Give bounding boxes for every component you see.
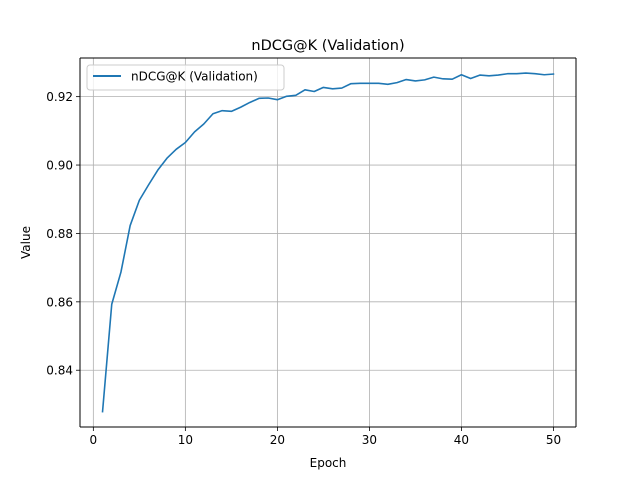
y-axis-label: Value bbox=[19, 226, 33, 259]
y-tick-label: 0.92 bbox=[46, 90, 73, 104]
series-line bbox=[101, 72, 555, 413]
x-tick-label: 40 bbox=[454, 433, 469, 447]
x-tick-label: 0 bbox=[90, 433, 98, 447]
x-tick-label: 50 bbox=[546, 433, 561, 447]
ticks: 0 10 20 30 40 50 0.84 0.86 0.88 0.90 0.92 bbox=[46, 90, 561, 447]
y-tick-label: 0.88 bbox=[46, 227, 73, 241]
series-layer bbox=[101, 72, 555, 413]
axes-frame bbox=[79, 57, 577, 428]
legend-box bbox=[86, 64, 285, 91]
y-tick-label: 0.90 bbox=[46, 159, 73, 173]
plot-area bbox=[80, 58, 576, 427]
x-tick-label: 20 bbox=[270, 433, 285, 447]
grid bbox=[80, 58, 576, 427]
x-tick-label: 10 bbox=[178, 433, 193, 447]
x-tick-label: 30 bbox=[362, 433, 377, 447]
y-tick-label: 0.84 bbox=[46, 364, 73, 378]
x-axis-label: Epoch bbox=[310, 456, 347, 470]
y-tick-label: 0.86 bbox=[46, 295, 73, 309]
legend-label: nDCG@K (Validation) bbox=[131, 70, 258, 84]
legend: nDCG@K (Validation) bbox=[86, 64, 285, 91]
chart-title: nDCG@K (Validation) bbox=[251, 38, 404, 54]
